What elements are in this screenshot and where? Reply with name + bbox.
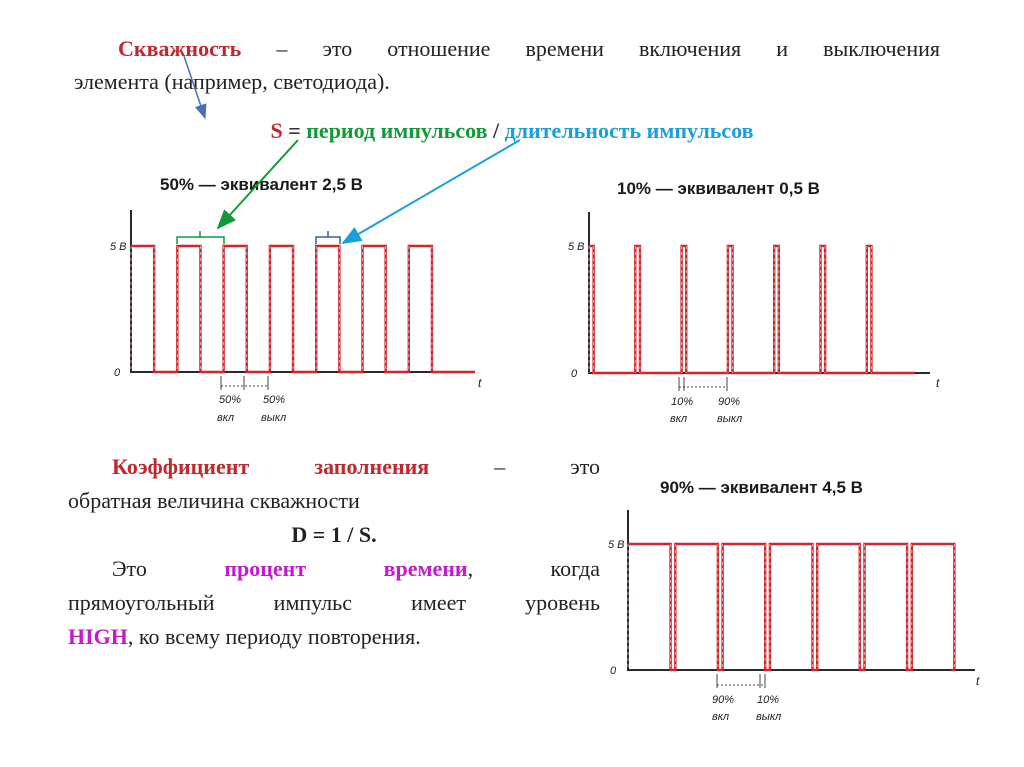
x-axis-label: t (976, 674, 980, 688)
arrow-duration (341, 139, 521, 245)
signal-group (130, 244, 475, 374)
intro-line-2: элемента (например, светодиода). (74, 69, 390, 94)
annot-off-label: выкл (261, 412, 286, 424)
bracket-period (176, 231, 225, 244)
chart-title-90: 90% — эквивалент 4,5 В (660, 478, 863, 497)
annot-on-label: вкл (712, 711, 729, 723)
koef-line-5: HIGH, ко всему периоду повторения. (68, 620, 600, 654)
signal-group (627, 542, 956, 672)
formula-s-period: период импульсов (306, 118, 488, 143)
koef-line-3: Это процент времени, когда (68, 552, 600, 586)
intro-paragraph: Скважность – это отношение времени включ… (74, 32, 940, 98)
koef-line-2: обратная величина скважности (68, 488, 360, 513)
signal-group (588, 244, 915, 375)
chart-50: 5 В 0 t 50% вкл 50% выкл (110, 210, 482, 424)
koef-protsent: процент (224, 556, 307, 581)
annot-on-label: вкл (217, 412, 234, 424)
chart-title-50: 50% — эквивалент 2,5 В (160, 175, 363, 194)
y-tick-0: 0 (571, 368, 578, 380)
intro-line-1-rest: – это отношение времени включения и выкл… (241, 36, 940, 61)
koef-comma: , (467, 556, 474, 581)
koef-vremeni: времени (383, 556, 468, 581)
term-koefficient: Коэффициент (112, 454, 250, 479)
annot-on-percent: 50% (219, 394, 241, 406)
chart-90: 5 В 0 t 90% вкл 10% выкл (608, 510, 980, 723)
x-axis-label: t (478, 376, 482, 390)
annot-off-label: выкл (717, 413, 742, 425)
term-skvazhnost: Скважность (118, 36, 242, 61)
term-zapolneniya: заполнения (314, 454, 430, 479)
y-tick-5: 5 В (608, 539, 625, 551)
formula-s-symbol: S (270, 118, 283, 143)
y-tick-0: 0 (610, 665, 617, 677)
koef-p2-start: Это (112, 556, 147, 581)
koef-kogda: когда (550, 556, 601, 581)
intro-line-1: Скважность – это отношение времени включ… (74, 32, 940, 65)
annot-on-label: вкл (670, 413, 687, 425)
koef-paragraph: Коэффициент заполнения – это обратная ве… (68, 450, 600, 654)
formula-d: D = 1 / S. (291, 522, 377, 547)
annot-on-percent: 90% (712, 694, 734, 706)
y-tick-5: 5 В (110, 241, 127, 253)
pwm-signal-line (589, 244, 915, 375)
bracket-duration (315, 231, 341, 244)
formula-s-duration: длительность импульсов (504, 118, 754, 143)
annot-off-percent: 50% (263, 394, 285, 406)
koef-line-4: прямоугольный импульс имеет уровень (68, 590, 600, 615)
annot-off-percent: 90% (718, 396, 740, 408)
koef-vremeni-group: времени, (384, 556, 473, 581)
koef-dash: – (494, 454, 506, 479)
annot-off-percent: 10% (757, 694, 779, 706)
koef-line-1: Коэффициент заполнения – это (68, 450, 600, 484)
chart-10: 5 В 0 t 10% вкл 90% выкл (568, 212, 940, 425)
koef-line-5-rest: , ко всему периоду повторения. (127, 624, 421, 649)
formula-s-eq: = (282, 118, 307, 143)
pwm-signal-line (131, 244, 475, 374)
y-tick-5: 5 В (568, 241, 585, 253)
x-axis-label: t (936, 376, 940, 390)
formula-s-slash: / (487, 118, 505, 143)
chart-title-10: 10% — эквивалент 0,5 В (617, 179, 820, 198)
koef-eto: это (570, 454, 600, 479)
koef-high: HIGH (68, 624, 128, 649)
arrow-period (216, 139, 299, 230)
annot-off-label: выкл (756, 711, 781, 723)
pwm-signal-line (628, 542, 956, 672)
formula-s: S = период импульсов / длительность импу… (0, 118, 1024, 144)
annot-on-percent: 10% (671, 396, 693, 408)
y-tick-0: 0 (114, 367, 121, 379)
arrow-to-svetodiod (183, 55, 207, 120)
